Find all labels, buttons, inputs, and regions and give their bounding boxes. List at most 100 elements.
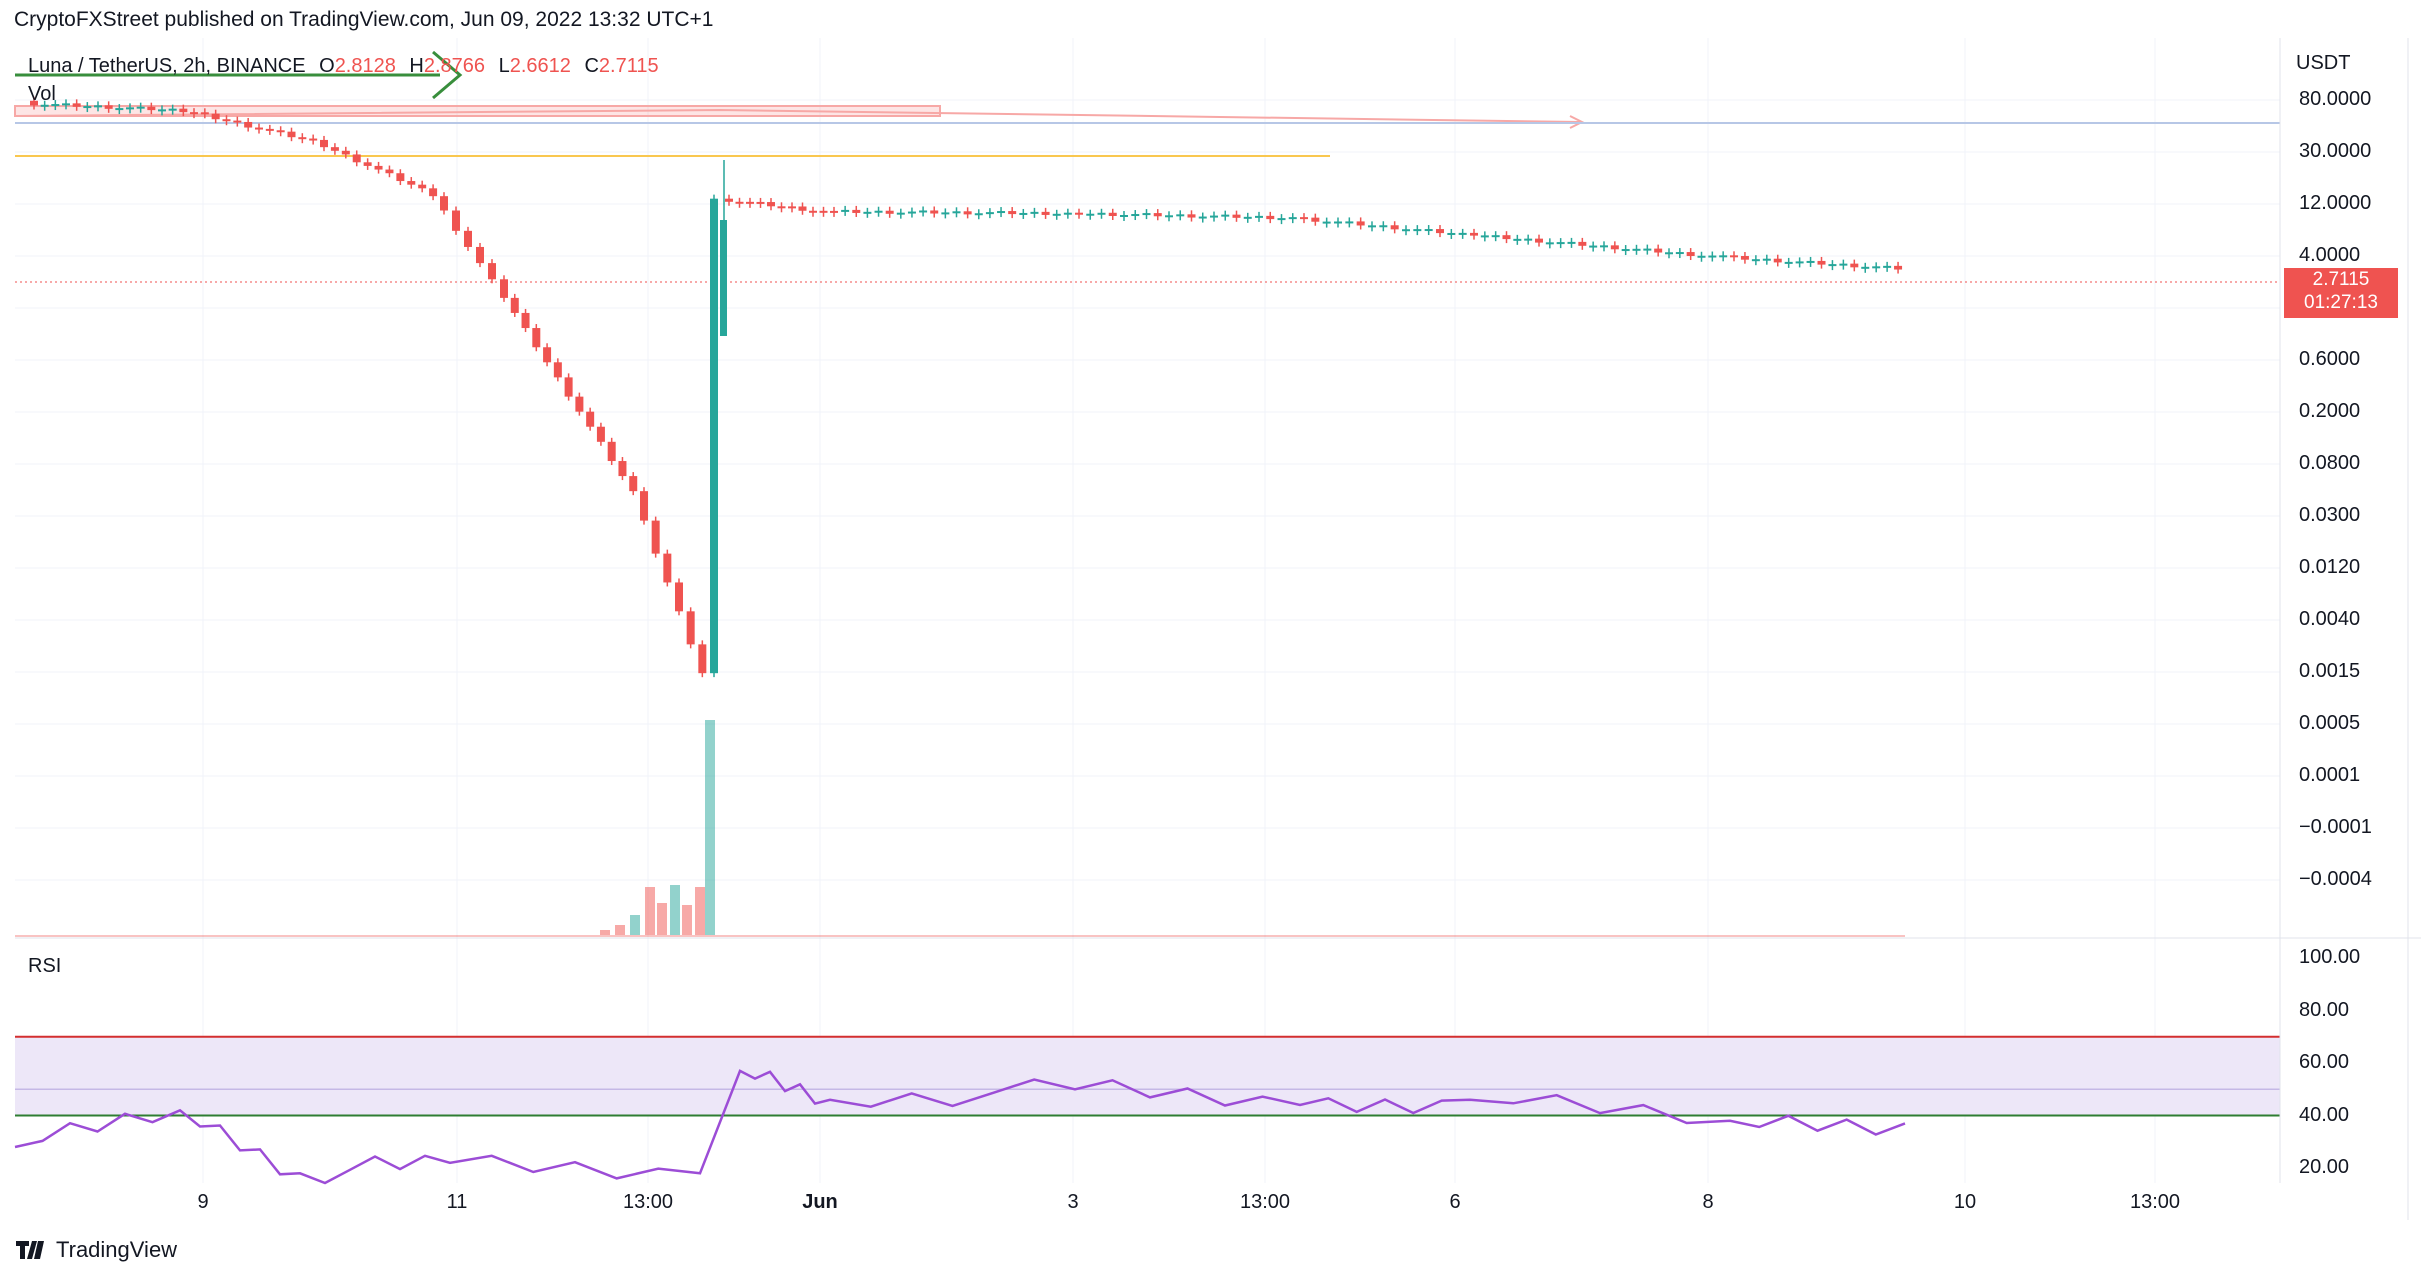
candle-body: [1545, 242, 1554, 245]
candle-body: [874, 210, 883, 213]
volume-bar: [705, 720, 715, 935]
candle-body: [1654, 248, 1663, 253]
candle-body: [1556, 242, 1565, 245]
candle-body: [710, 198, 718, 674]
time-tick-label: 6: [1449, 1191, 1461, 1213]
time-tick-label: 13:00: [2129, 1191, 2181, 1213]
candle-body: [1697, 255, 1706, 258]
candle-body: [553, 362, 562, 378]
low-label: L: [498, 55, 510, 77]
volume-bar: [615, 925, 625, 935]
candle-body: [276, 130, 285, 133]
candle-body: [841, 209, 850, 212]
candle-body: [1390, 225, 1399, 230]
candle-body: [1142, 213, 1151, 216]
volume-indicator-label[interactable]: Vol: [28, 83, 56, 105]
candle-body: [1075, 212, 1083, 215]
candle-body: [1030, 211, 1039, 214]
price-tick-label: 0.0300: [2299, 504, 2361, 526]
candle-body: [575, 396, 584, 412]
candle-body: [168, 108, 177, 111]
price-tick-label: 0.0040: [2299, 608, 2361, 630]
candle-body: [1063, 212, 1072, 215]
candle-body: [385, 169, 394, 174]
candle-body: [265, 128, 274, 131]
price-tick-label: 0.0015: [2299, 660, 2361, 682]
price-tick-label: −0.0001: [2299, 816, 2372, 838]
candle-body: [1300, 217, 1308, 220]
candle-body: [1165, 215, 1173, 218]
candle-body: [222, 119, 231, 122]
last-price-badge: 2.7115 01:27:13: [2284, 268, 2398, 318]
candle-body: [51, 104, 60, 107]
candle-body: [798, 206, 807, 211]
candle-body: [1447, 232, 1456, 235]
candlesticks: [30, 96, 1903, 678]
volume-bar: [670, 885, 680, 935]
red-projection-line: [14, 108, 1581, 123]
rsi-line: [14, 1069, 1906, 1185]
candle-body: [190, 112, 198, 115]
candle-body: [1277, 218, 1286, 221]
candle-body: [1041, 211, 1050, 215]
candle-body: [1632, 248, 1641, 251]
candle-body: [136, 106, 145, 109]
candle-body: [30, 100, 38, 106]
candle-body: [1221, 214, 1230, 217]
grid-lines: [15, 38, 2280, 1183]
candle-body: [1019, 212, 1028, 215]
candle-body: [686, 611, 695, 645]
candle-body: [1806, 260, 1815, 263]
price-tick-label: 80.0000: [2299, 88, 2372, 110]
candle-body: [1751, 259, 1760, 262]
candle-body: [287, 131, 296, 138]
price-tick-label: 0.0005: [2299, 712, 2361, 734]
candle-body: [1334, 221, 1342, 224]
currency-label[interactable]: USDT: [2296, 52, 2351, 74]
tradingview-logo[interactable]: TradingView: [16, 1237, 177, 1263]
rsi-tick-label: 20.00: [2299, 1156, 2350, 1178]
candle-body: [1839, 263, 1848, 266]
candle-body: [1402, 229, 1410, 232]
time-tick-label: 9: [197, 1191, 209, 1213]
high-value: 2.8766: [423, 55, 486, 77]
candle-body: [698, 644, 707, 674]
candle-body: [941, 212, 950, 215]
candle-body: [767, 202, 775, 207]
tradingview-logo-icon: [16, 1241, 44, 1259]
candle-body: [863, 211, 872, 214]
candle-body: [735, 201, 744, 204]
candle-body: [1784, 261, 1793, 264]
candle-body: [1458, 232, 1467, 235]
candle-body: [596, 426, 605, 442]
candle-body: [1176, 214, 1185, 217]
candle-body: [233, 120, 242, 123]
open-label: O: [319, 55, 335, 77]
last-price-value: 2.7115: [2312, 269, 2370, 290]
time-tick-label: 3: [1067, 1191, 1079, 1213]
candle-body: [1210, 215, 1218, 218]
rsi-indicator-label[interactable]: RSI: [28, 955, 62, 977]
close-label: C: [584, 55, 599, 77]
candle-body: [1675, 252, 1684, 255]
candle-body: [1665, 252, 1673, 255]
candle-body: [1266, 215, 1275, 220]
candle-body: [663, 553, 672, 583]
symbol-legend[interactable]: Luna / TetherUS, 2h, BINANCE O2.8128 H2.…: [28, 55, 659, 78]
candle-body: [1255, 215, 1263, 218]
low-value: 2.6612: [509, 55, 571, 77]
volume-bar: [657, 903, 667, 935]
price-tick-label: 4.0000: [2299, 244, 2361, 266]
candle-body: [255, 127, 263, 130]
candle-body: [607, 441, 616, 462]
candle-body: [464, 230, 472, 247]
candle-body: [809, 210, 817, 213]
candle-body: [309, 138, 318, 141]
candle-body: [919, 210, 928, 213]
candle-body: [72, 103, 81, 107]
price-tick-label: 0.6000: [2299, 348, 2361, 370]
candle-body: [1356, 221, 1365, 226]
candle-body: [1480, 235, 1489, 238]
candle-body: [788, 206, 796, 209]
